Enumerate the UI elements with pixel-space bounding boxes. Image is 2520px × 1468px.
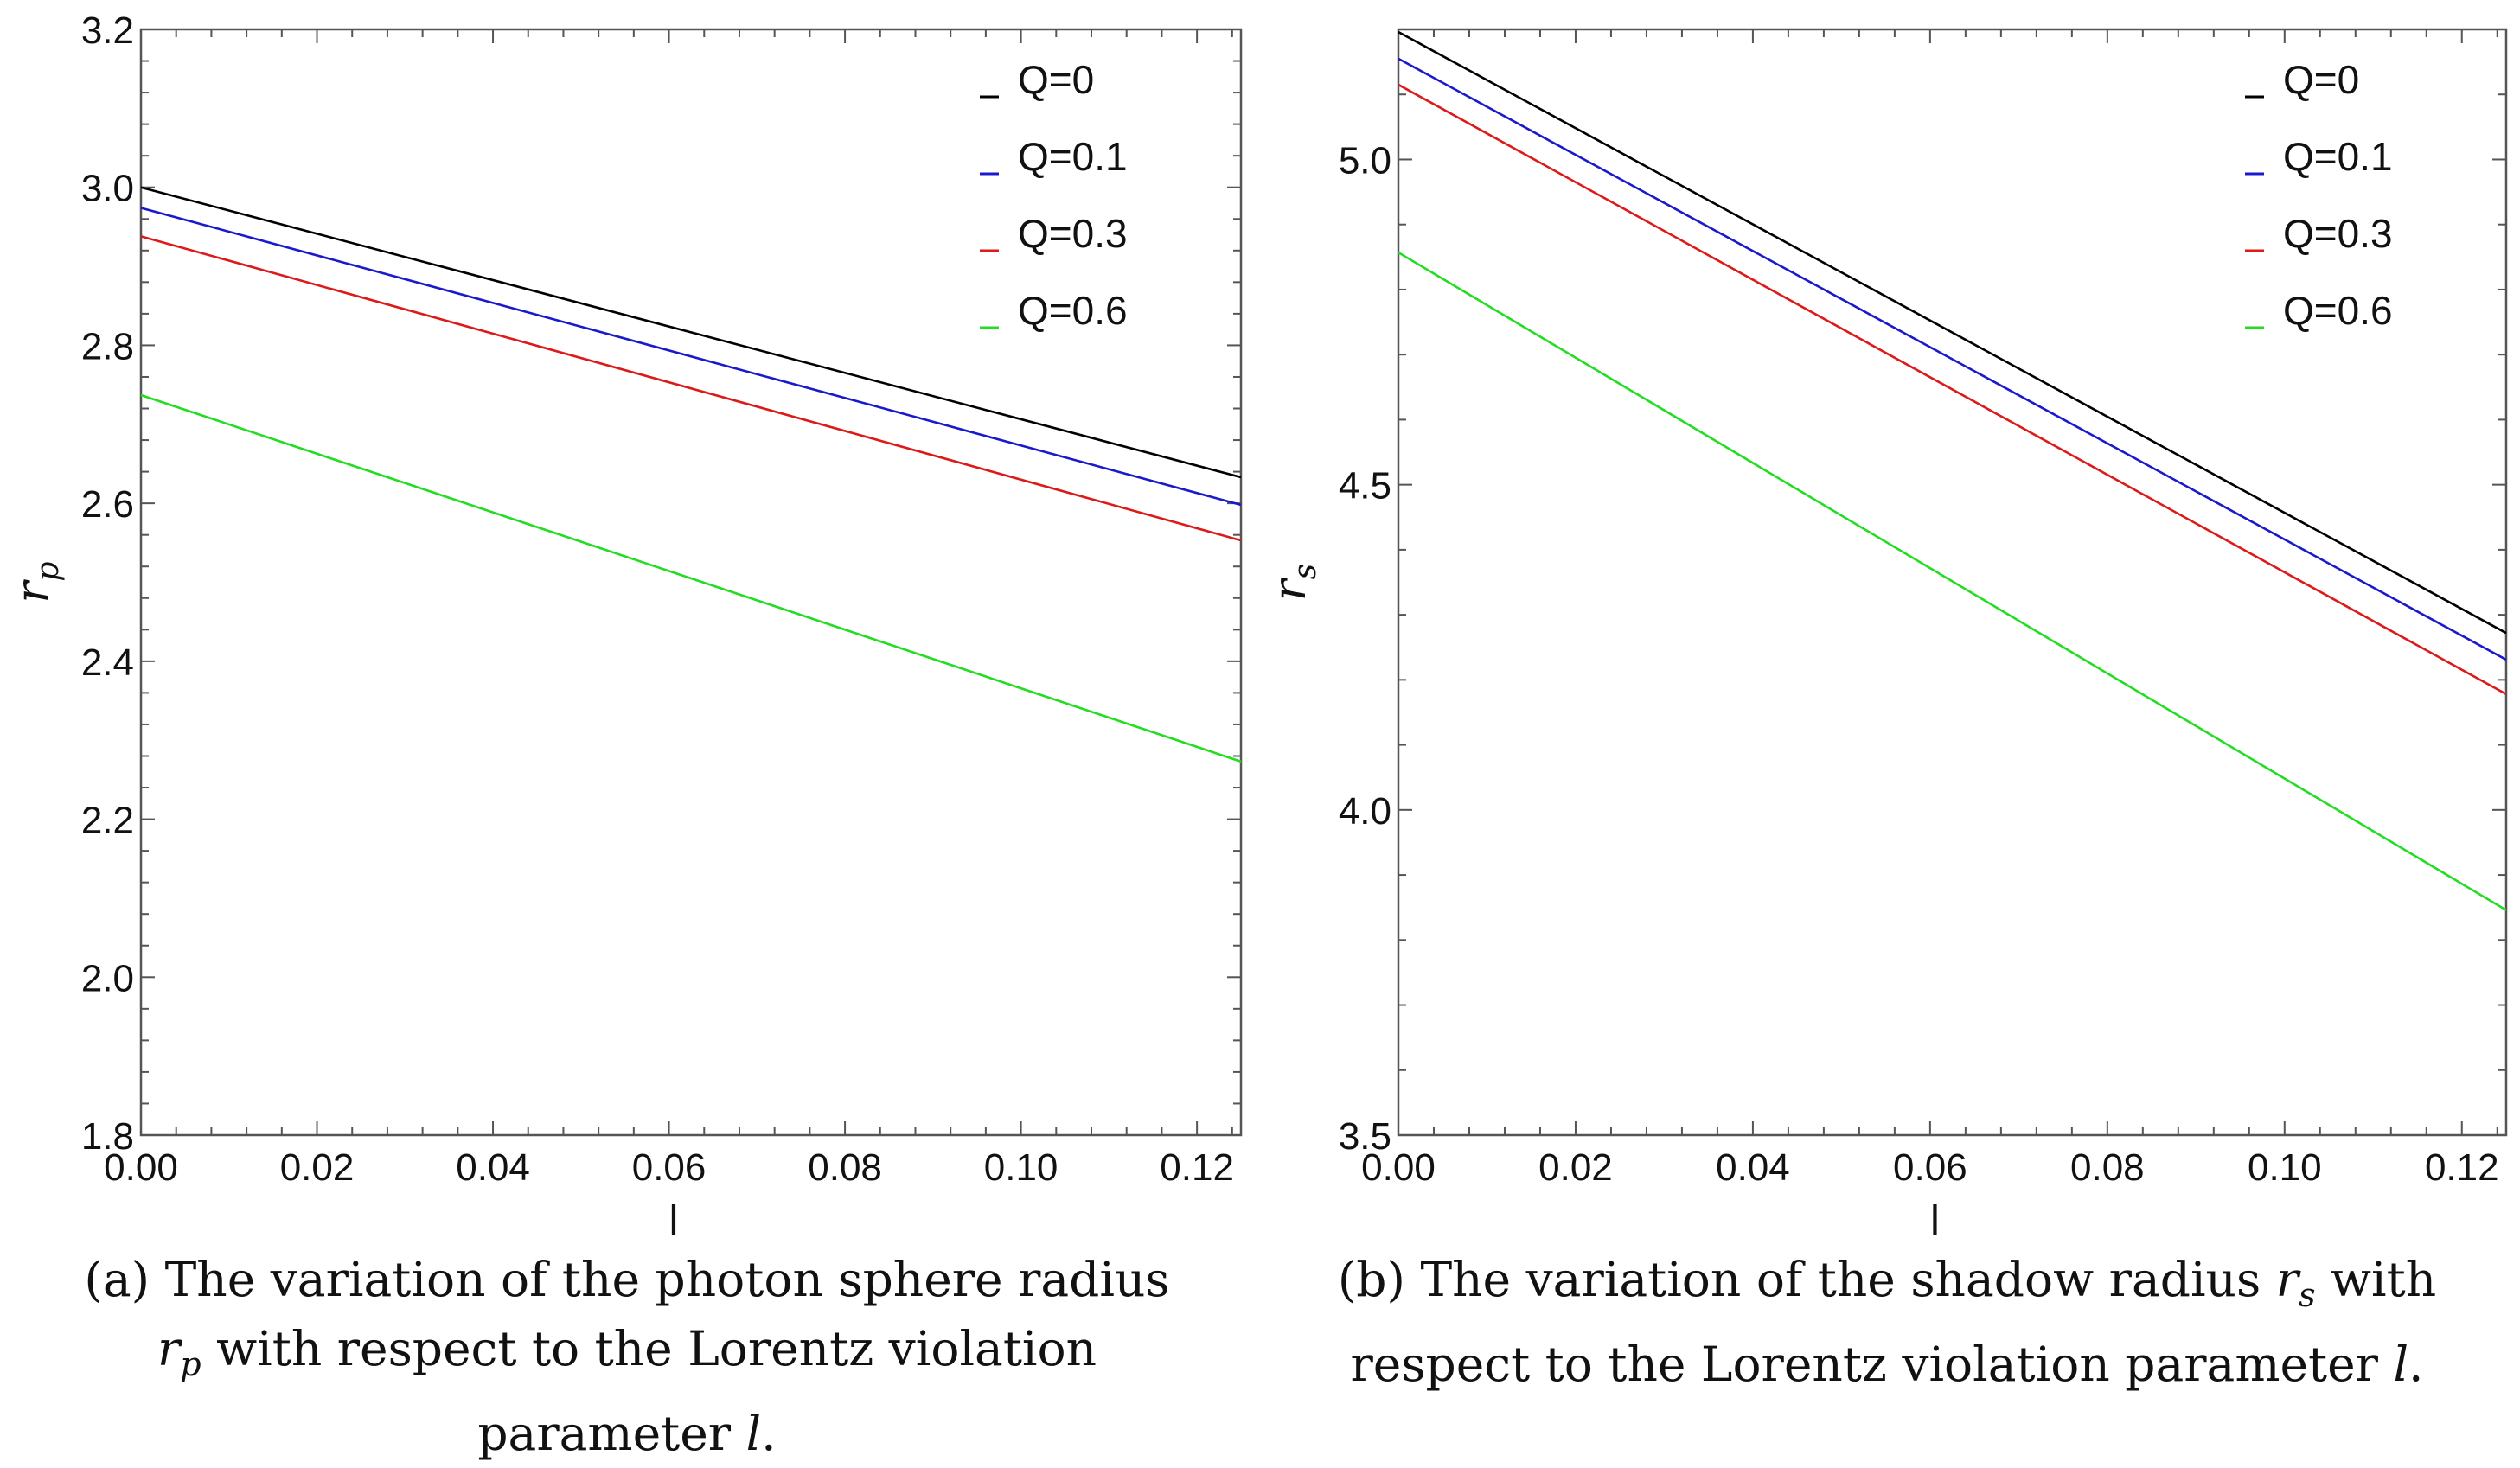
panel-a-series-line-2 — [140, 235, 1242, 542]
caption-a-line-2: with respect to the Lorentz violation — [216, 1321, 1097, 1376]
panel-a-y-tick-label: 1.8 — [81, 1115, 134, 1158]
panel-a-legend-label-0: Q=0 — [1018, 57, 1094, 102]
panel-a-x-tick-label: 0.06 — [632, 1146, 707, 1189]
panel-a-legend-label-3: Q=0.6 — [1018, 288, 1128, 333]
panel-b-series-line-2 — [1398, 83, 2507, 696]
caption-b-line-3: respect to the Lorentz violation paramet… — [1350, 1337, 2378, 1392]
caption-a-line-3: parameter — [477, 1406, 732, 1461]
caption-a-label: (a) — [84, 1252, 150, 1307]
caption-b-line-1: The variation of the shadow radius — [1420, 1252, 2261, 1307]
panel-b-x-axis-label: l — [1930, 1198, 1940, 1244]
panel-b-chart: 0.00 0.02 0.04 0.06 0.08 0.10 0.12 3.5 4.0 4.5 5.0… — [1264, 28, 2508, 1244]
panel-b-x-tick-label: 0.06 — [1893, 1146, 1967, 1189]
panel-a-x-tick-label: 0.00 — [104, 1146, 178, 1189]
caption-b-end: . — [2408, 1337, 2424, 1392]
panel-b-x-tick-label: 0.10 — [2248, 1146, 2322, 1189]
panel-b-x-tick-label: 0.02 — [1538, 1146, 1613, 1189]
panel-b-legend-label-1: Q=0.1 — [2283, 134, 2393, 179]
panel-a-chart: 0.00 0.02 0.04 0.06 0.08 0.10 0.12 1.8 2.0 2.2 2.4… — [7, 10, 1243, 1244]
panel-b-y-tick-label: 5.0 — [1339, 139, 1391, 182]
panel-b-legend-label-3: Q=0.6 — [2283, 288, 2393, 333]
panel-b-x-tick-label: 0.00 — [1361, 1146, 1436, 1189]
caption-b-math-var: r — [2275, 1252, 2299, 1307]
panel-b-y-tick-label: 3.5 — [1339, 1115, 1391, 1158]
caption-a-math-var: r — [157, 1321, 181, 1376]
panel-b-y-axis-label: rs — [1264, 564, 1323, 601]
panel-a-series-line-1 — [140, 207, 1242, 507]
caption-a: (a) The variation of the photon sphere r… — [0, 1245, 1254, 1468]
caption-b-label: (b) — [1337, 1252, 1405, 1307]
panel-a-legend-label-1: Q=0.1 — [1018, 134, 1128, 179]
panel-b-x-tick-label: 0.12 — [2425, 1146, 2499, 1189]
panel-b-legend-label-0: Q=0 — [2283, 57, 2359, 102]
panel-a-series-line-0 — [140, 186, 1242, 479]
caption-b-param: l — [2393, 1337, 2409, 1392]
panel-b-legend-label-2: Q=0.3 — [2283, 211, 2393, 256]
panel-b-y-tick-label: 4.5 — [1339, 465, 1391, 507]
panel-a-y-tick-label: 3.0 — [81, 168, 134, 210]
panel-a-y-tick-label: 2.0 — [81, 957, 134, 999]
panel-a-y-tick-label: 3.2 — [81, 10, 134, 52]
caption-a-math-sub: p — [180, 1345, 201, 1383]
panel-a-x-tick-label: 0.02 — [280, 1146, 355, 1189]
panel-b-series-line-1 — [1398, 57, 2507, 661]
panel-a-y-tick-label: 2.2 — [81, 800, 134, 842]
panel-a-x-tick-label: 0.08 — [808, 1146, 882, 1189]
caption-b: (b) The variation of the shadow radius r… — [1254, 1245, 2520, 1399]
panel-a-series-line-3 — [140, 393, 1242, 763]
panel-b-plot-frame — [1397, 28, 2508, 1137]
caption-a-end: . — [761, 1406, 777, 1461]
panel-a-x-tick-label: 0.04 — [456, 1146, 530, 1189]
panel-a-y-tick-label: 2.6 — [81, 483, 134, 526]
caption-b-line-2: with — [2330, 1252, 2437, 1307]
caption-b-math-sub: s — [2298, 1276, 2316, 1314]
caption-a-param: l — [745, 1406, 762, 1461]
panel-a-x-tick-label: 0.12 — [1160, 1146, 1234, 1189]
panel-b-series-line-3 — [1398, 251, 2507, 911]
caption-a-line-1: The variation of the photon sphere radiu… — [164, 1252, 1170, 1307]
panel-a-plot-frame — [139, 28, 1243, 1137]
panel-a-y-tick-label: 2.4 — [81, 641, 134, 684]
panel-a-x-tick-label: 0.10 — [984, 1146, 1059, 1189]
panel-a-y-axis-label: rp — [7, 562, 66, 603]
panel-b-series-line-0 — [1398, 30, 2507, 635]
panel-b-x-tick-label: 0.04 — [1716, 1146, 1790, 1189]
panel-a-x-axis-label: l — [669, 1198, 679, 1244]
panel-b-y-tick-label: 4.0 — [1339, 790, 1391, 833]
panel-a-y-tick-label: 2.8 — [81, 325, 134, 367]
panel-a-legend-label-2: Q=0.3 — [1018, 211, 1128, 256]
panel-b-x-tick-label: 0.08 — [2070, 1146, 2145, 1189]
